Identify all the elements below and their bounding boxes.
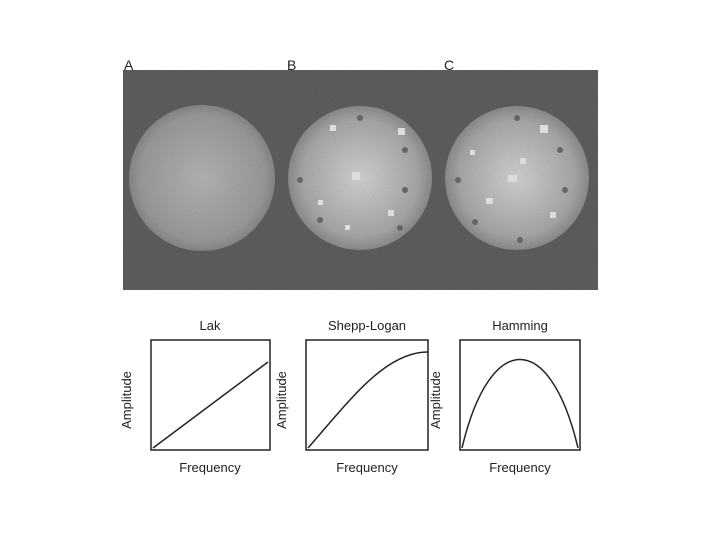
plot-title: Shepp-Logan [328, 318, 406, 333]
phantom-a [129, 105, 275, 251]
plot-title: Lak [200, 318, 221, 333]
hamming-curve [461, 358, 579, 449]
y-axis-label: Amplitude [119, 371, 134, 429]
panel-label: A [124, 57, 134, 73]
plot-frame [459, 339, 581, 451]
plot-frame [305, 339, 429, 451]
filter-plots [150, 339, 581, 451]
phantom-dots [297, 115, 568, 243]
lak-curve [152, 361, 269, 449]
plot-frame [150, 339, 271, 451]
y-axis-label: Amplitude [274, 371, 289, 429]
x-axis-label: Frequency [489, 460, 551, 475]
y-axis-label: Amplitude [428, 371, 443, 429]
phantom-inserts [318, 125, 556, 230]
phantom-images [123, 70, 598, 290]
panel-label: C [444, 57, 454, 73]
shepp-logan-curve [307, 351, 429, 449]
plot-title: Hamming [492, 318, 548, 333]
x-axis-label: Frequency [336, 460, 398, 475]
x-axis-label: Frequency [179, 460, 241, 475]
panel-label: B [287, 57, 296, 73]
